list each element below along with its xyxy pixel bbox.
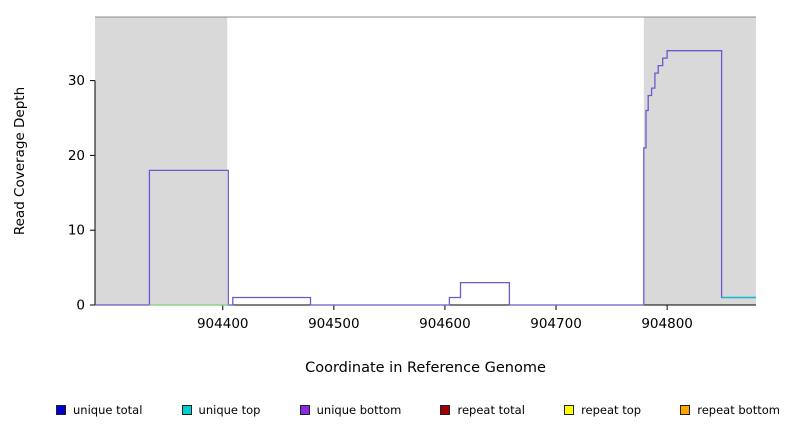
unique-top-swatch-icon	[181, 405, 192, 415]
legend-item-repeat-top: repeat top	[564, 403, 641, 417]
legend-label: repeat top	[581, 403, 642, 417]
series-unique-bottom	[95, 50, 756, 306]
x-tick-label: 904500	[308, 316, 360, 332]
x-tick-label: 904700	[530, 316, 582, 332]
legend-item-unique-top: unique top	[181, 403, 261, 417]
legend-label: unique total	[73, 403, 143, 417]
legend-label: repeat total	[457, 403, 525, 417]
repeat-bottom-swatch-icon	[680, 405, 691, 415]
y-tick-label: 10	[68, 223, 85, 239]
shaded-region-1	[643, 17, 756, 305]
unique-total-swatch-icon	[56, 405, 66, 415]
repeat-total-swatch-icon	[440, 405, 451, 415]
legend-item-repeat-bottom: repeat bottom	[680, 403, 780, 417]
coverage-chart: 904400 904500 904600 904700 904800 0 10 20 30 Coo…	[12, 16, 756, 376]
y-axis-title: Read Coverage Depth	[12, 87, 28, 235]
legend-label: unique bottom	[316, 403, 402, 417]
x-axis-title: Coordinate in Reference Genome	[305, 360, 546, 376]
shaded-region-0	[95, 17, 228, 305]
unique-bottom-swatch-icon	[299, 405, 310, 415]
x-tick-label: 904400	[197, 316, 249, 332]
x-tick-label: 904800	[641, 316, 693, 332]
legend-label: repeat bottom	[697, 403, 780, 417]
legend-item-unique-bottom: unique bottom	[299, 403, 402, 417]
y-tick-label: 20	[68, 148, 85, 164]
y-tick-label: 30	[68, 73, 85, 89]
legend: unique total unique top unique bottom re…	[0, 398, 792, 422]
x-tick-label: 904600	[419, 316, 471, 332]
legend-item-repeat-total: repeat total	[440, 403, 525, 417]
legend-item-unique-total: unique total	[56, 403, 142, 417]
repeat-top-swatch-icon	[564, 405, 575, 415]
legend-label: unique top	[198, 403, 261, 417]
y-tick-label: 0	[76, 298, 85, 314]
